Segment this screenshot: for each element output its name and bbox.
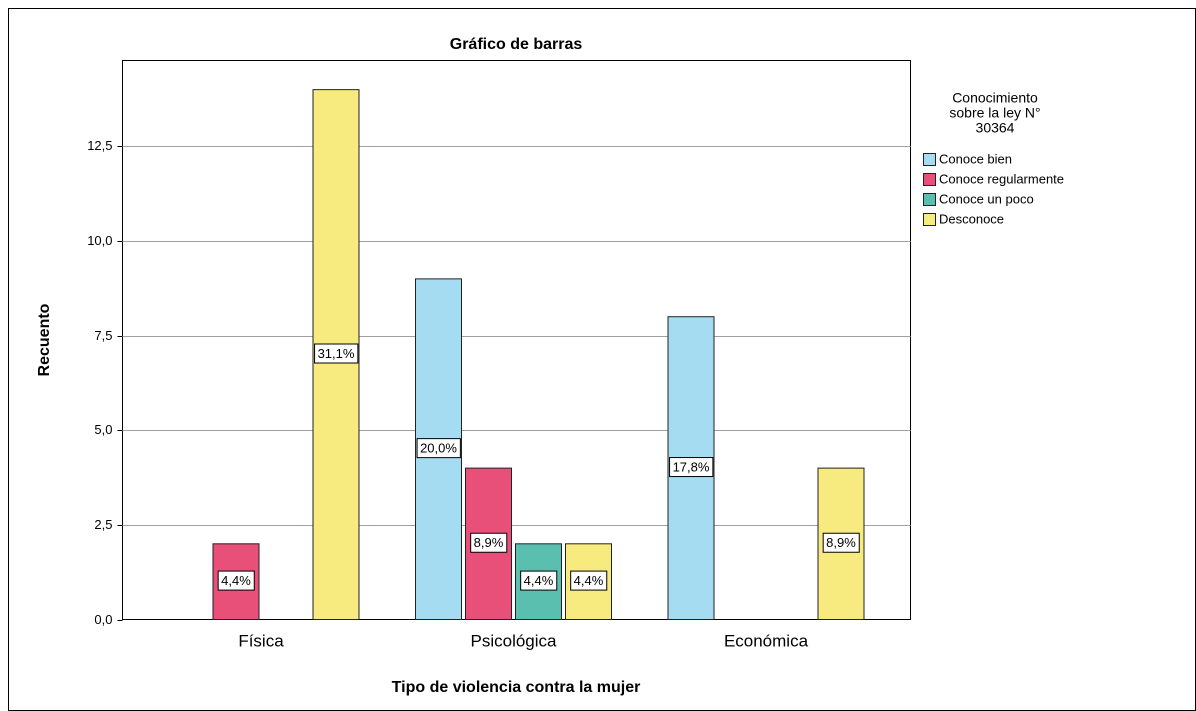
legend-swatch <box>923 193 936 206</box>
legend-swatch <box>923 173 936 186</box>
bar-label: 17,8% <box>673 460 710 475</box>
chart-title: Gráfico de barras <box>450 36 583 53</box>
legend-swatch <box>923 213 936 226</box>
legend-label: Conoce bien <box>939 151 1012 166</box>
x-tick-label: Física <box>238 631 284 650</box>
y-tick-label: 0,0 <box>94 612 112 627</box>
bar-label: 31,1% <box>318 346 355 361</box>
bar-label-box <box>669 457 714 478</box>
legend-title: sobre la ley N° <box>949 105 1040 121</box>
bar-label-box <box>520 570 558 591</box>
legend-title: 30364 <box>976 120 1015 136</box>
bar-label: 8,9% <box>826 535 856 550</box>
bar-label: 20,0% <box>420 441 457 456</box>
bar-label-box <box>570 570 608 591</box>
x-tick-label: Psicológica <box>471 631 558 650</box>
legend-swatch <box>923 153 936 166</box>
legend-label: Conoce un poco <box>939 191 1034 206</box>
x-axis-label: Tipo de violencia contra la mujer <box>392 679 641 696</box>
bar-label-box <box>217 570 255 591</box>
y-tick-label: 7,5 <box>94 328 112 343</box>
bar-label-box <box>470 532 508 553</box>
legend-title: Conocimiento <box>952 90 1038 106</box>
y-tick-label: 5,0 <box>94 422 112 437</box>
bar-label-box <box>416 438 461 459</box>
y-axis-label: Recuento <box>36 303 53 376</box>
x-tick-label: Económica <box>724 631 809 650</box>
legend-label: Desconoce <box>939 211 1004 226</box>
bar-label-box <box>822 532 860 553</box>
bar-label-box <box>314 343 359 364</box>
bar-label: 4,4% <box>221 573 251 588</box>
y-tick-label: 2,5 <box>94 517 112 532</box>
plot-area <box>122 60 911 620</box>
y-tick-label: 10,0 <box>87 233 112 248</box>
legend-label: Conoce regularmente <box>939 171 1064 186</box>
bar-label: 4,4% <box>524 573 554 588</box>
y-tick-label: 12,5 <box>87 138 112 153</box>
bar-label: 8,9% <box>474 535 504 550</box>
bar-label: 4,4% <box>574 573 604 588</box>
